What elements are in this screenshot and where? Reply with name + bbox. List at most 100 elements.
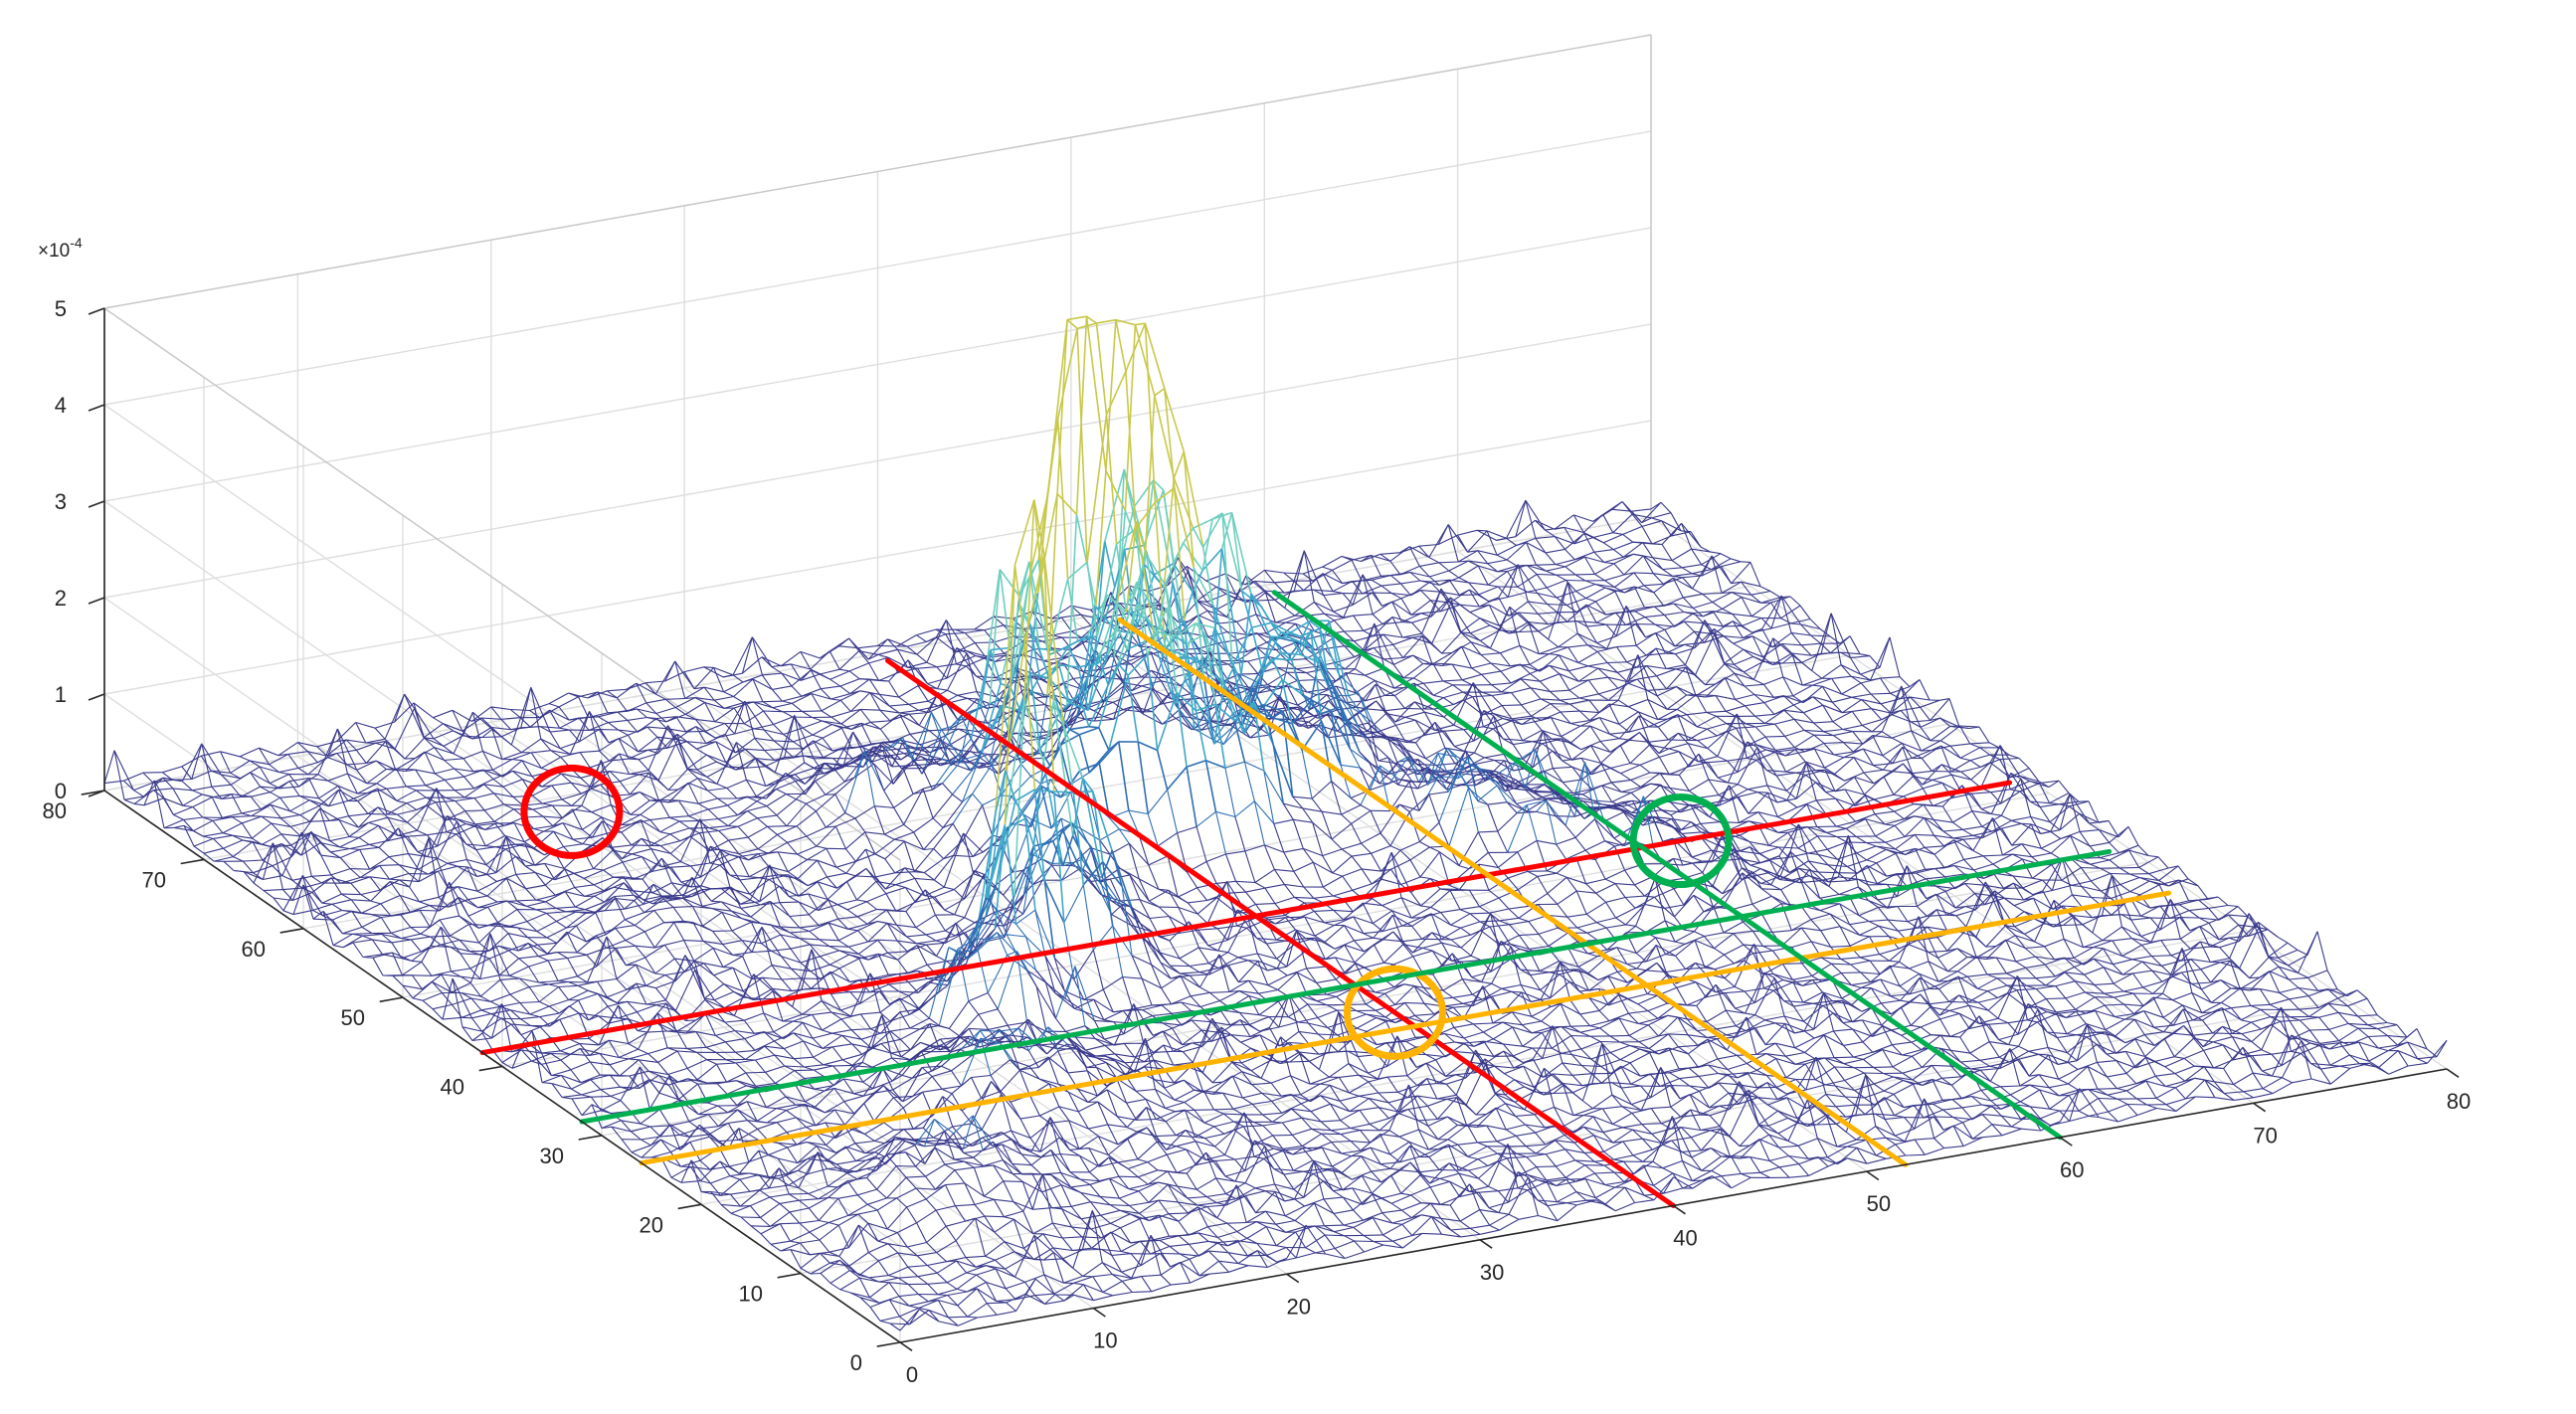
mesh-segment xyxy=(341,894,351,900)
mesh-segment xyxy=(1473,683,1492,714)
mesh-segment xyxy=(1481,655,1491,664)
mesh-segment xyxy=(1444,730,1463,732)
mesh-segment xyxy=(616,948,626,965)
mesh-segment xyxy=(340,847,350,849)
mesh-segment xyxy=(644,923,663,932)
mesh-segment xyxy=(671,867,681,882)
mesh-segment xyxy=(848,924,868,929)
mesh-segment xyxy=(1743,625,1752,632)
mesh-segment xyxy=(520,1017,540,1019)
mesh-segment xyxy=(369,844,379,847)
mesh-segment xyxy=(1703,594,1713,602)
mesh-segment xyxy=(395,708,415,749)
mesh-segment xyxy=(1546,553,1556,565)
mesh-segment xyxy=(840,700,850,711)
mesh-segment xyxy=(1497,555,1507,560)
mesh-segment xyxy=(663,898,683,899)
mesh-segment xyxy=(744,724,754,729)
mesh-segment xyxy=(496,836,506,873)
mesh-segment xyxy=(556,907,576,908)
mesh-segment xyxy=(356,723,366,744)
mesh-segment xyxy=(1597,636,1617,643)
mesh-segment xyxy=(537,932,547,938)
mesh-segment xyxy=(1526,500,1536,538)
mesh-segment xyxy=(710,863,720,865)
mesh-segment xyxy=(359,837,369,844)
mesh-segment xyxy=(549,984,559,987)
mesh-segment xyxy=(680,819,700,862)
mesh-segment xyxy=(541,739,551,751)
mesh-segment xyxy=(481,1010,491,1014)
mesh-segment xyxy=(744,711,764,724)
mesh-segment xyxy=(547,938,557,943)
mesh-segment xyxy=(1170,664,1180,666)
mesh-segment xyxy=(474,794,494,798)
mesh-segment xyxy=(774,741,784,749)
mesh-segment xyxy=(361,913,371,914)
mesh-segment xyxy=(903,769,913,795)
mesh-segment xyxy=(607,689,626,691)
mesh-segment xyxy=(620,775,639,782)
mesh-segment xyxy=(1284,573,1294,581)
mesh-segment xyxy=(684,667,704,672)
mesh-segment xyxy=(776,790,786,795)
mesh-segment xyxy=(578,976,588,982)
mesh-segment xyxy=(529,984,548,987)
mesh-segment xyxy=(908,667,918,668)
mesh-segment xyxy=(490,934,500,980)
mesh-segment xyxy=(1107,415,1117,544)
mesh-segment xyxy=(635,926,644,932)
mesh-segment xyxy=(609,720,628,722)
mesh-segment xyxy=(1067,316,1086,319)
mesh-segment xyxy=(719,826,739,830)
mesh-segment xyxy=(899,710,918,713)
mesh-segment xyxy=(802,711,812,717)
mesh-segment xyxy=(953,794,973,823)
mesh-segment xyxy=(520,1002,539,1003)
mesh-segment xyxy=(1644,584,1664,586)
mesh-segment xyxy=(909,701,929,704)
mesh-segment xyxy=(1413,678,1423,683)
mesh-segment xyxy=(738,801,757,815)
mesh-segment xyxy=(1479,587,1498,595)
mesh-segment xyxy=(777,815,787,826)
mesh-segment xyxy=(1604,563,1614,564)
mesh-segment xyxy=(574,873,584,878)
mesh-segment xyxy=(1393,644,1403,657)
mesh-segment xyxy=(885,868,904,889)
mesh-segment xyxy=(1575,575,1585,581)
mesh-segment xyxy=(765,767,775,773)
mesh-segment xyxy=(802,711,822,712)
mesh-segment xyxy=(192,791,202,795)
mesh-segment xyxy=(704,984,723,999)
mesh-segment xyxy=(372,940,382,955)
mesh-segment xyxy=(599,717,609,723)
mesh-segment xyxy=(1206,581,1216,587)
mesh-segment xyxy=(526,902,545,907)
mesh-segment xyxy=(1647,689,1666,690)
mesh-segment xyxy=(223,823,242,833)
mesh-segment xyxy=(768,826,787,827)
mesh-segment xyxy=(1682,565,1702,568)
mesh-segment xyxy=(655,973,665,975)
mesh-segment xyxy=(1791,632,1811,635)
mesh-segment xyxy=(1423,681,1442,683)
mesh-segment xyxy=(433,710,453,717)
mesh-segment xyxy=(587,948,607,955)
mesh-segment xyxy=(349,837,359,838)
mesh-segment xyxy=(231,761,251,773)
mesh-segment xyxy=(964,833,974,874)
mesh-segment xyxy=(948,653,967,690)
mesh-segment xyxy=(1684,621,1703,623)
mesh-segment xyxy=(422,962,432,975)
mesh-segment xyxy=(748,826,767,837)
mesh-segment xyxy=(1622,502,1632,515)
mesh-segment xyxy=(1588,666,1598,668)
mesh-segment xyxy=(817,826,836,846)
mesh-segment xyxy=(660,832,670,834)
mesh-segment xyxy=(703,926,713,931)
mesh-segment xyxy=(1713,603,1723,610)
mesh-segment xyxy=(1564,549,1574,559)
mesh-segment xyxy=(360,865,379,877)
mesh-segment xyxy=(233,841,253,856)
